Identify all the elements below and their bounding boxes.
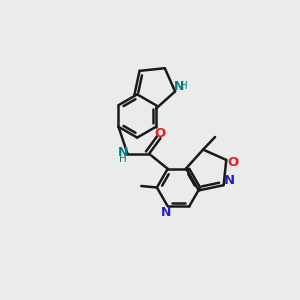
Text: H: H (180, 81, 188, 91)
Text: N: N (173, 80, 184, 92)
Text: O: O (227, 156, 239, 170)
Text: N: N (118, 146, 128, 159)
Text: H: H (119, 154, 127, 164)
Text: N: N (161, 206, 171, 219)
Text: O: O (154, 127, 166, 140)
Text: N: N (224, 174, 235, 187)
